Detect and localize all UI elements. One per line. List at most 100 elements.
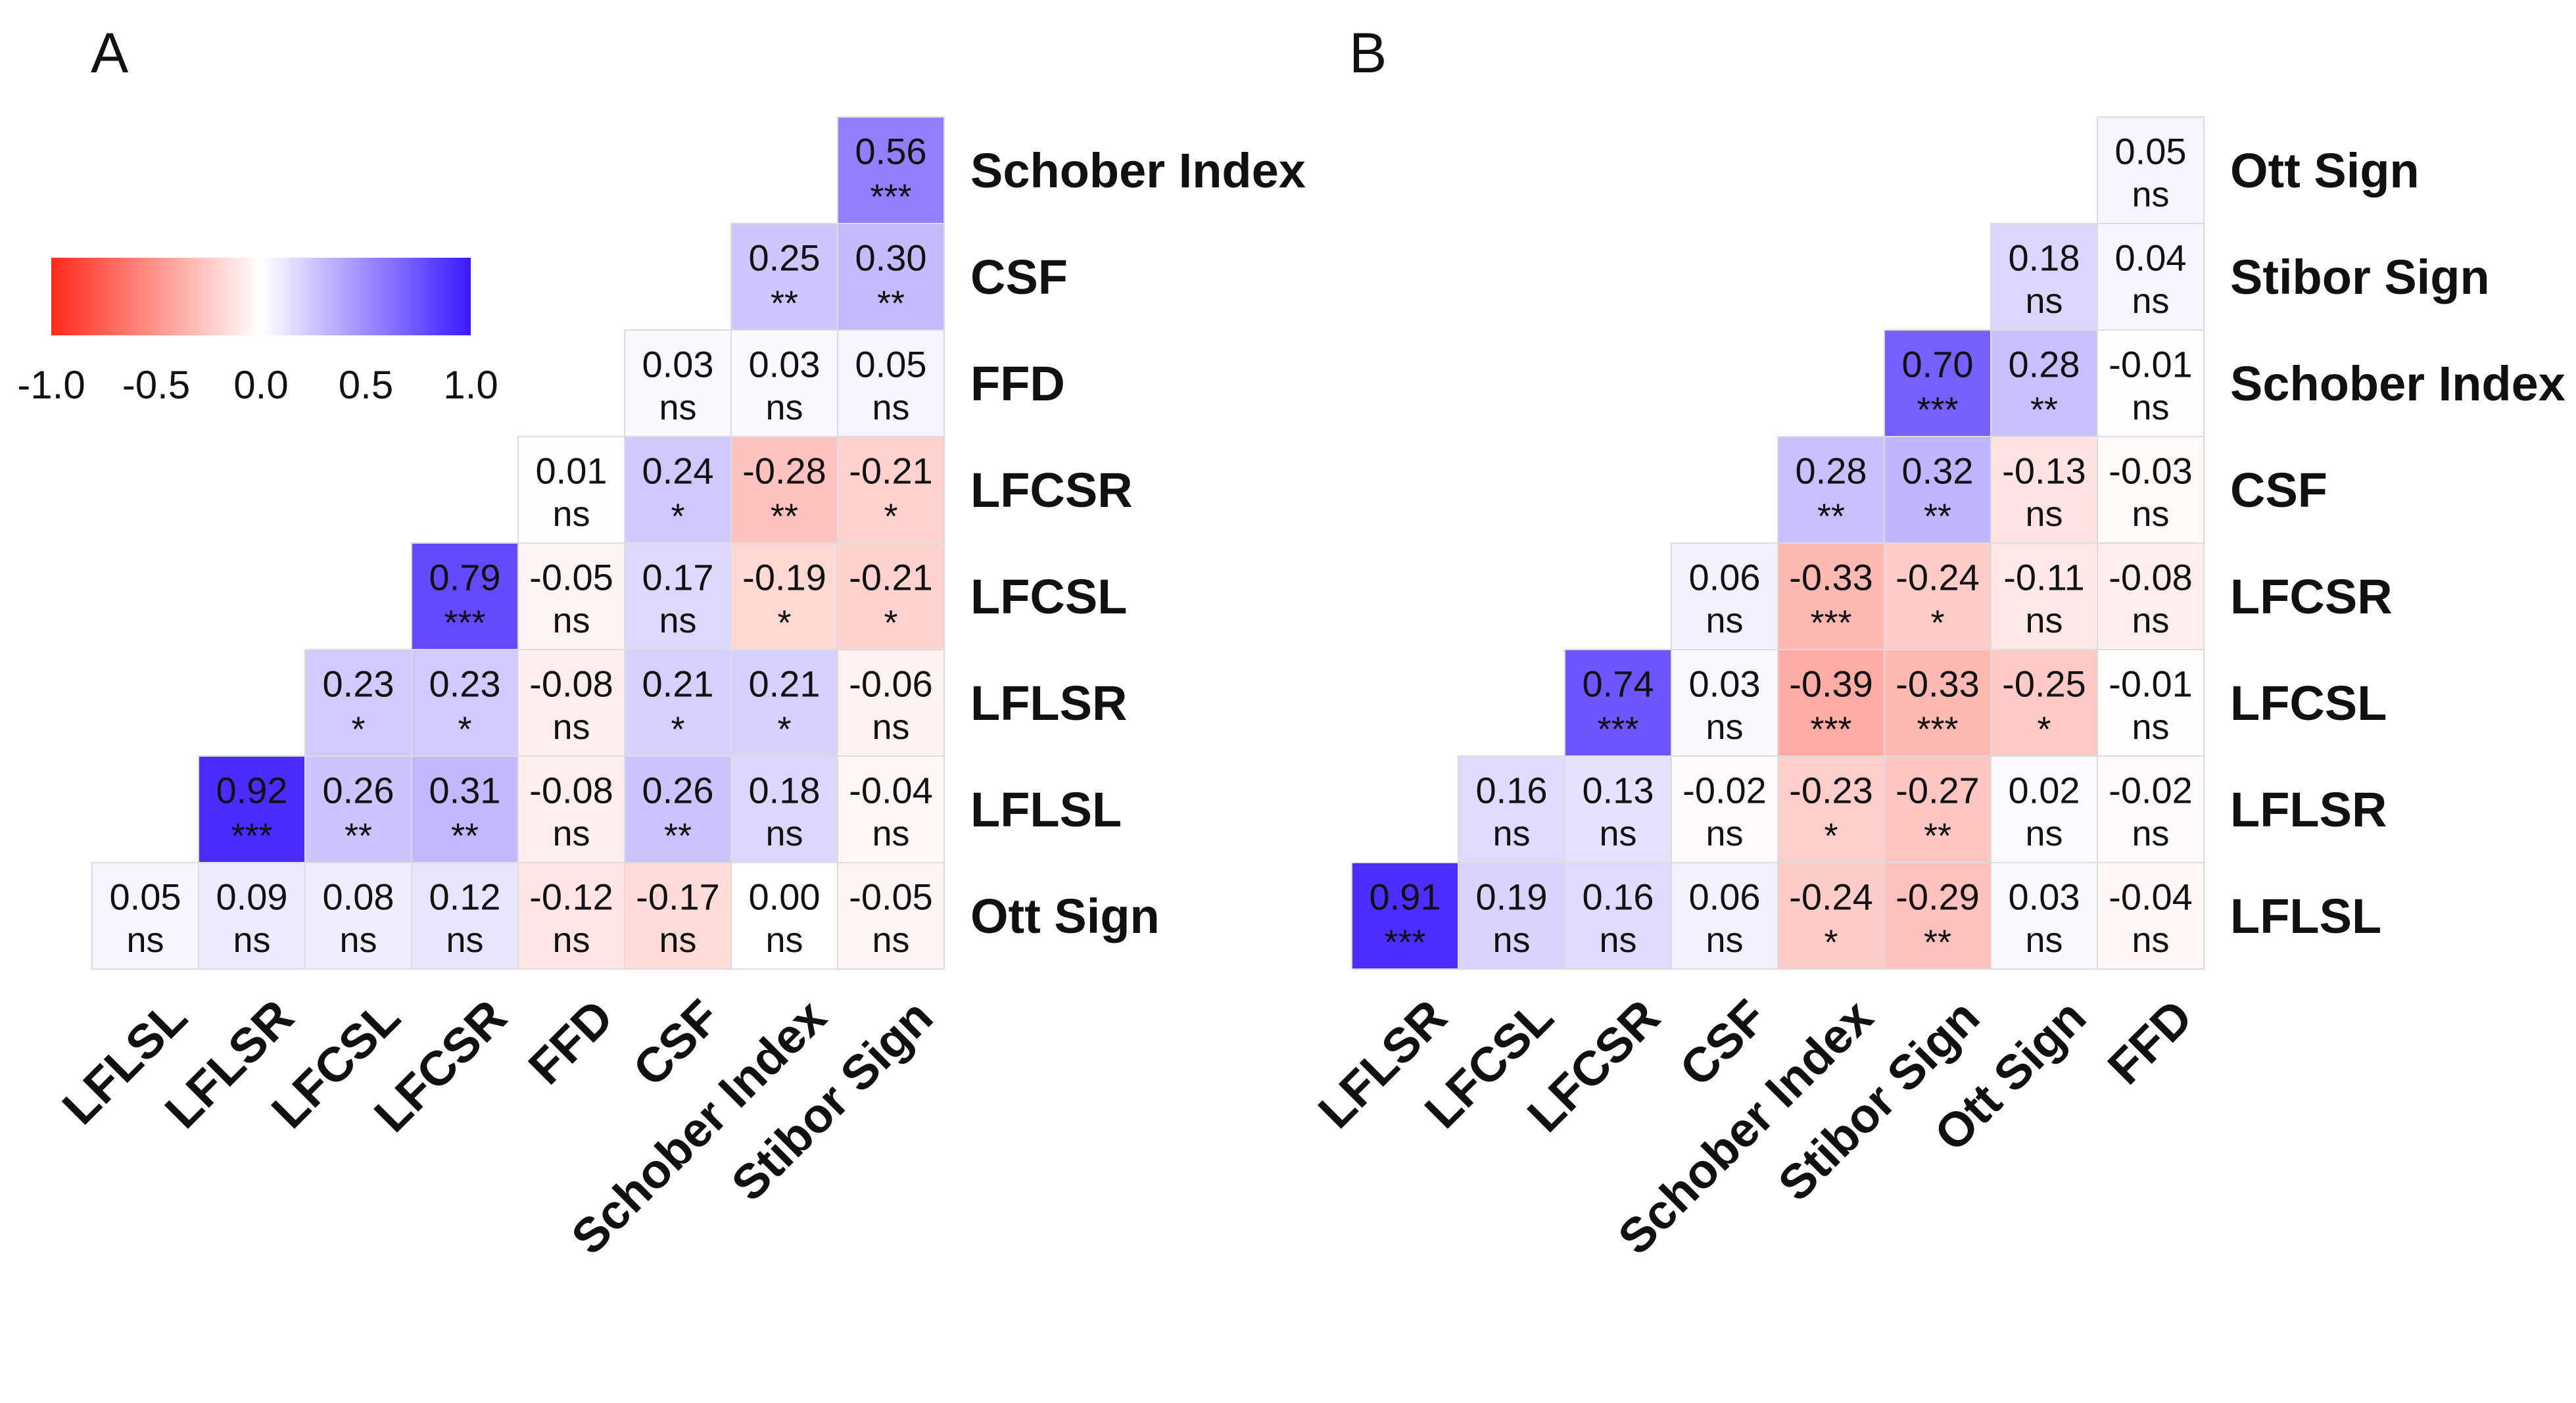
- cell-significance-label: ***: [870, 177, 911, 216]
- cell-fill: [2097, 116, 2205, 224]
- cell-value-label: 0.17: [642, 556, 714, 598]
- heatmap-cell: -0.33 ***: [1884, 649, 1992, 757]
- cell-value-label: -0.17: [636, 876, 720, 917]
- cell-value-label: 0.04: [2115, 237, 2187, 278]
- cell-significance-label: **: [1924, 496, 1951, 536]
- cell-value-label: -0.33: [1789, 556, 1873, 598]
- cell-fill: [411, 649, 519, 757]
- cell-fill: [837, 329, 945, 437]
- cell-significance-label: **: [1817, 496, 1845, 536]
- cell-fill: [411, 755, 519, 863]
- cell-fill: [730, 649, 838, 757]
- cell-significance-label: ***: [1810, 709, 1851, 749]
- cell-value-label: 0.25: [749, 237, 821, 278]
- heatmap-cell: -0.33 ***: [1777, 542, 1885, 650]
- heatmap-cell: -0.24 *: [1884, 542, 1992, 650]
- cell-fill: [730, 542, 838, 650]
- cell-fill: [730, 755, 838, 863]
- cell-significance-label: **: [345, 816, 372, 855]
- heatmap-cell: -0.21 *: [837, 436, 945, 544]
- cell-significance-label: *: [458, 709, 471, 749]
- cell-fill: [517, 649, 625, 757]
- heatmap-cell: -0.29 **: [1884, 862, 1992, 970]
- cell-value-label: 0.19: [1476, 876, 1548, 917]
- colorbar-gradient: [51, 258, 471, 335]
- cell-value-label: 0.00: [749, 876, 821, 917]
- cell-value-label: 0.30: [855, 237, 927, 278]
- column-label: FFD: [518, 989, 623, 1095]
- cell-value-label: 0.28: [2009, 343, 2080, 385]
- cell-fill: [1884, 542, 1992, 650]
- cell-value-label: -0.01: [2109, 663, 2193, 704]
- cell-value-label: -0.24: [1896, 556, 1980, 598]
- cell-value-label: 0.02: [2009, 769, 2080, 811]
- cell-significance-label: ns: [2025, 814, 2063, 853]
- heatmap-cell: 0.21 *: [730, 649, 838, 757]
- cell-significance-label: ns: [552, 814, 590, 853]
- cell-fill: [837, 862, 945, 970]
- cell-significance-label: ns: [339, 920, 377, 960]
- row-label: CSF: [2230, 463, 2327, 517]
- cell-fill: [1777, 436, 1885, 544]
- cell-value-label: -0.05: [529, 556, 613, 598]
- cell-fill: [1990, 223, 2098, 331]
- cell-value-label: -0.08: [529, 769, 613, 811]
- cell-significance-label: ns: [446, 920, 483, 960]
- heatmap-cell: 0.28 **: [1777, 436, 1885, 544]
- cell-fill: [1884, 862, 1992, 970]
- cell-significance-label: ns: [765, 920, 803, 960]
- cell-value-label: -0.19: [742, 556, 826, 598]
- cell-significance-label: ns: [2132, 814, 2169, 853]
- heatmap-cell: -0.27 **: [1884, 755, 1992, 863]
- cell-significance-label: **: [664, 816, 692, 855]
- cell-value-label: 0.13: [1583, 769, 1654, 811]
- cell-fill: [837, 223, 945, 331]
- cell-fill: [2097, 223, 2205, 331]
- cell-value-label: 0.03: [749, 343, 821, 385]
- cell-value-label: 0.79: [429, 556, 501, 598]
- cell-fill: [2097, 329, 2205, 437]
- cell-value-label: -0.12: [529, 876, 613, 917]
- cell-significance-label: ns: [2132, 494, 2169, 534]
- cell-significance-label: ns: [872, 707, 909, 747]
- cell-significance-label: ns: [1599, 920, 1636, 960]
- cell-fill: [304, 649, 412, 757]
- cell-significance-label: **: [451, 816, 479, 855]
- heatmap-cell: 0.26 **: [304, 755, 412, 863]
- cell-fill: [1351, 862, 1459, 970]
- colorbar-tick-label: 1.0: [443, 363, 498, 407]
- row-label: Stibor Sign: [2230, 250, 2490, 304]
- cell-value-label: 0.74: [1583, 663, 1654, 704]
- heatmap-cell: -0.19 *: [730, 542, 838, 650]
- cell-significance-label: ns: [765, 814, 803, 853]
- cell-value-label: -0.25: [2002, 663, 2086, 704]
- cell-significance-label: ns: [126, 920, 164, 960]
- cell-significance-label: *: [884, 603, 897, 642]
- cell-value-label: 0.05: [110, 876, 181, 917]
- cell-value-label: -0.23: [1789, 769, 1873, 811]
- row-label: Schober Index: [970, 143, 1306, 198]
- cell-fill: [837, 436, 945, 544]
- cell-value-label: 0.06: [1689, 876, 1761, 917]
- cell-value-label: 0.16: [1583, 876, 1654, 917]
- cell-significance-label: ***: [1917, 390, 1958, 429]
- cell-significance-label: ns: [552, 494, 590, 534]
- cell-fill: [304, 755, 412, 863]
